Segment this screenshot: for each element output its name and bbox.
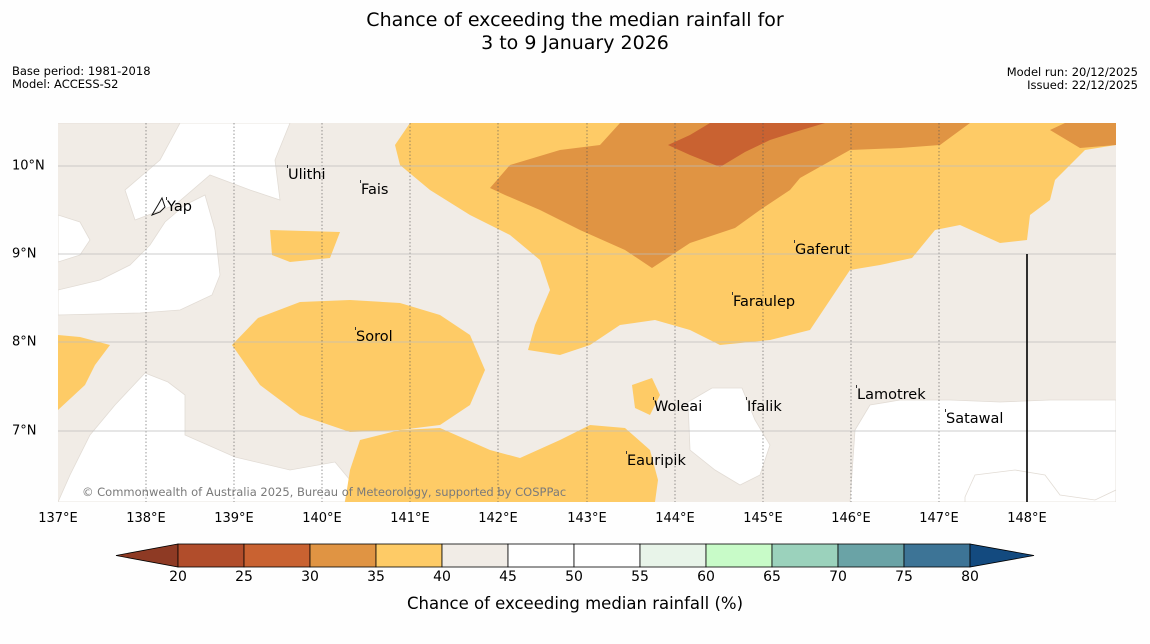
colorbar-tick-label: 65	[763, 569, 781, 585]
colorbar-tick-label: 45	[499, 569, 517, 585]
lat-label: 7°N	[12, 423, 37, 439]
lon-label: 138°E	[126, 511, 166, 526]
region-45-55-southwest	[58, 372, 351, 502]
model-text: Model: ACCESS-S2	[12, 77, 119, 91]
title-line-1: Chance of exceeding the median rainfall …	[366, 9, 784, 31]
yap-island-outline	[150, 196, 166, 216]
region-45-55-central-south	[687, 387, 771, 486]
copyright-notice: © Commonwealth of Australia 2025, Bureau…	[82, 485, 567, 499]
colorbar-bin	[507, 543, 575, 568]
lon-label: 141°E	[390, 511, 430, 526]
lon-label: 143°E	[567, 511, 607, 526]
lon-label: 139°E	[214, 511, 254, 526]
region-35-40-woleai	[632, 378, 660, 415]
colorbar-bin	[771, 543, 839, 568]
colorbar-tick-label: 55	[631, 569, 649, 585]
region-35-40-sorol	[232, 300, 485, 432]
region-35-40-south	[345, 425, 658, 502]
place-gaferut: Gaferut	[794, 240, 850, 258]
colorbar-extend-high	[969, 543, 1035, 568]
colorbar-bin	[837, 543, 905, 568]
colorbar-bin	[573, 543, 641, 568]
colorbar-bin	[243, 543, 311, 568]
colorbar-bin	[705, 543, 773, 568]
region-35-40-west-edge	[58, 335, 110, 410]
place-lamotrek: Lamotrek	[856, 385, 926, 403]
map-graticule	[58, 123, 1116, 502]
colorbar-tick-label: 20	[169, 569, 187, 585]
issued-text: Issued: 22/12/2025	[1027, 78, 1138, 92]
region-45-55-southeast	[849, 399, 1116, 502]
colorbar	[115, 543, 1035, 568]
lon-label: 145°E	[743, 511, 783, 526]
colorbar-label: Chance of exceeding median rainfall (%)	[406, 594, 744, 613]
base-period-text: Base period: 1981-2018	[12, 64, 151, 78]
place-eauripik: Eauripik	[626, 451, 686, 469]
colorbar-extend-low	[115, 543, 179, 568]
region-45-55-west-1	[58, 214, 91, 263]
title-line-2: 3 to 9 January 2026	[481, 32, 669, 54]
colorbar-tick-label: 35	[367, 569, 385, 585]
colorbar-tick-label: 75	[895, 569, 913, 585]
region-45-55-northwest	[58, 123, 291, 221]
place-sorol: Sorol	[355, 327, 393, 345]
model-run-text: Model run: 20/12/2025	[1006, 65, 1138, 79]
lon-label: 146°E	[831, 511, 871, 526]
lat-label: 10°N	[12, 158, 45, 174]
lon-label: 142°E	[478, 511, 518, 526]
region-30-35-northeast	[1050, 123, 1116, 148]
region-35-40-small-patch	[270, 230, 340, 262]
colorbar-bin	[639, 543, 707, 568]
place-ulithi: Ulithi	[287, 165, 326, 183]
region-25-30	[668, 123, 825, 167]
colorbar-bin	[441, 543, 509, 568]
colorbar-tick-label: 30	[301, 569, 319, 585]
base-info: Base period: 1981-2018 Model: ACCESS-S2	[12, 65, 151, 91]
region-30-35	[490, 123, 970, 268]
place-yap: Yap	[166, 197, 192, 215]
region-45-55-southeast-2	[964, 469, 1116, 502]
lon-label: 147°E	[919, 511, 959, 526]
lon-label: 137°E	[38, 511, 78, 526]
colorbar-tick-label: 40	[433, 569, 451, 585]
colorbar-tick-label: 25	[235, 569, 253, 585]
lat-label: 8°N	[12, 334, 37, 350]
place-ifalik: Ifalik	[746, 397, 782, 415]
lat-label: 9°N	[12, 246, 37, 262]
lon-label: 140°E	[302, 511, 342, 526]
run-info: Model run: 20/12/2025 Issued: 22/12/2025	[1007, 66, 1138, 92]
lon-label: 148°E	[1007, 511, 1047, 526]
place-woleai: Woleai	[652, 397, 703, 415]
colorbar-bin	[375, 543, 443, 568]
colorbar-tick-label: 60	[697, 569, 715, 585]
colorbar-bin	[903, 543, 971, 568]
place-satawal: Satawal	[944, 409, 1004, 427]
colorbar-tick-label: 70	[829, 569, 847, 585]
region-45-55-west-2	[58, 194, 221, 316]
map-title: Chance of exceeding the median rainfall …	[0, 9, 1150, 55]
colorbar-tick-label: 50	[565, 569, 583, 585]
place-fais: Fais	[359, 180, 389, 198]
colorbar-bin	[177, 543, 245, 568]
colorbar-bin	[309, 543, 377, 568]
lon-label: 144°E	[655, 511, 695, 526]
place-faraulep: Faraulep	[731, 292, 796, 310]
colorbar-tick-label: 80	[961, 569, 979, 585]
